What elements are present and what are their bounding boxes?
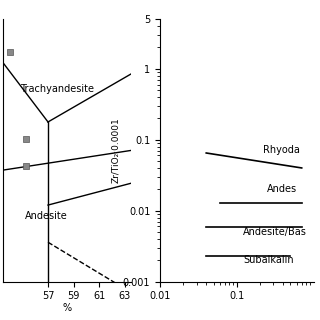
Text: Rhyoda: Rhyoda xyxy=(263,146,300,156)
Text: Trachyandesite: Trachyandesite xyxy=(20,84,94,94)
Text: Andesite: Andesite xyxy=(25,211,68,221)
Text: Subalkalin: Subalkalin xyxy=(243,255,293,265)
X-axis label: %: % xyxy=(63,303,72,313)
Y-axis label: Zr/TiO₂·0.0001: Zr/TiO₂·0.0001 xyxy=(111,117,120,183)
Text: Andes: Andes xyxy=(268,184,298,194)
Text: Andesite/Bas: Andesite/Bas xyxy=(243,227,307,237)
